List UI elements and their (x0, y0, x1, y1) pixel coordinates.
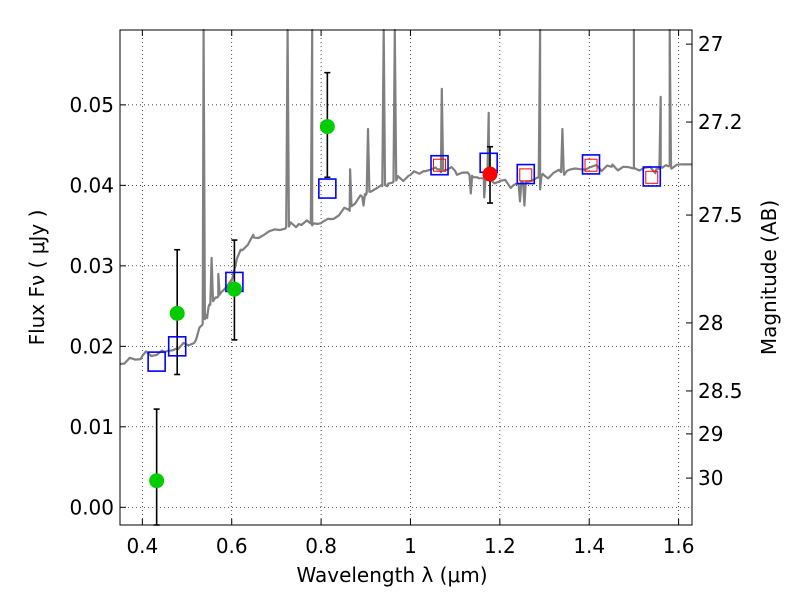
model-flux-square (430, 154, 449, 176)
optical-detection-point (319, 119, 335, 135)
axis-ticks (120, 30, 692, 525)
y-axis-right-label: Magnitude (AB) (757, 200, 781, 355)
model-flux-square (516, 163, 536, 185)
mag-tick-label: 28 (698, 311, 723, 335)
y-tick-label: 0.05 (69, 93, 114, 117)
sed-model-spectrum (119, 28, 693, 366)
model-flux-square (581, 154, 601, 175)
mag-tick-label: 27.5 (698, 203, 743, 227)
plot-frame (119, 29, 693, 526)
model-flux-square (167, 336, 187, 357)
x-tick-label: 0.4 (126, 534, 158, 558)
hst-flux-square (433, 158, 447, 172)
x-tick-label: 0.8 (305, 534, 337, 558)
y-tick-label: 0.03 (69, 254, 114, 278)
x-tick-label: 0.6 (216, 534, 248, 558)
hst-flux-square (645, 170, 659, 184)
model-flux-square (318, 178, 337, 199)
axis-labels: 0.4 0.6 0.8 1 1.2 1.4 1.6 0.00 0.01 0.02 0.03 0.04 0… (25, 32, 781, 587)
mag-tick-label: 29 (698, 422, 723, 446)
hst-flux-square (584, 158, 598, 172)
sed-model-line (119, 28, 693, 366)
x-tick-label: 1.6 (663, 534, 695, 558)
model-flux-square (147, 351, 166, 372)
nir-detection-point (482, 166, 498, 182)
hst-flux-square (519, 168, 533, 182)
x-tick-label: 1.2 (484, 534, 516, 558)
x-tick-label: 1 (404, 534, 417, 558)
optical-detection-point (149, 473, 165, 489)
y-tick-label: 0.00 (69, 495, 114, 519)
x-tick-label: 1.4 (573, 534, 605, 558)
y-tick-label: 0.01 (69, 415, 114, 439)
grid-lines (120, 30, 692, 525)
mag-tick-label: 27 (698, 32, 723, 56)
mag-tick-label: 28.5 (698, 379, 743, 403)
photometry-markers (147, 119, 662, 489)
model-flux-square (642, 166, 662, 187)
y-tick-label: 0.04 (69, 173, 114, 197)
mag-tick-label: 30 (698, 466, 723, 490)
y-axis-label: Flux Fν ( μJy ) (25, 210, 49, 346)
optical-detection-point (226, 281, 242, 297)
optical-detection-point (169, 305, 185, 321)
y-tick-label: 0.02 (69, 334, 114, 358)
x-axis-label: Wavelength λ (μm) (296, 563, 487, 587)
mag-tick-label: 27.2 (698, 110, 743, 134)
